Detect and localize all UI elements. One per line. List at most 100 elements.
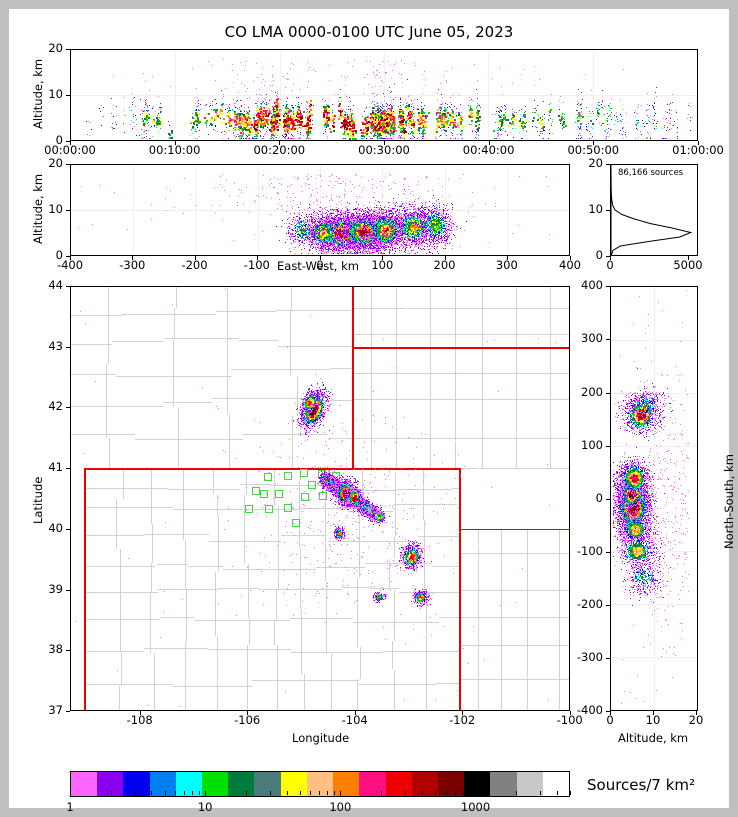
colorbar-minor-tick: [175, 791, 176, 795]
north-south-ylabel: North-South, km: [718, 454, 737, 549]
source-count-annotation: 86,166 sources: [618, 168, 683, 178]
tick-label: 5000: [648, 258, 728, 272]
tick-label: 0: [547, 491, 603, 505]
time-height-panel: [70, 49, 698, 141]
tick-mark: [606, 393, 610, 394]
colorbar-minor-tick: [334, 791, 335, 795]
map-ylabel: Latitude: [27, 477, 46, 524]
tick-mark: [66, 590, 70, 591]
tick-mark: [382, 256, 383, 260]
map-xlabel: Longitude: [292, 731, 349, 745]
state-border-colorado-east-lower: [459, 529, 461, 710]
tick-label: 0: [570, 258, 650, 272]
state-border-south-dakota: [352, 347, 569, 349]
tick-label: 00:00:00: [30, 143, 110, 157]
tick-label: 00:20:00: [239, 143, 319, 157]
lma-station-marker: [245, 505, 253, 513]
colorbar-segment: [123, 772, 149, 796]
tick-mark: [140, 711, 141, 715]
tick-mark: [606, 286, 610, 287]
colorbar-minor-tick: [300, 791, 301, 795]
tick-mark: [66, 164, 70, 165]
tick-mark: [66, 407, 70, 408]
tick-mark: [653, 711, 654, 715]
north-south-xlabel: Altitude, km: [618, 731, 688, 745]
colorbar-segment: [281, 772, 307, 796]
colorbar-minor-tick: [462, 791, 463, 795]
colorbar-minor-tick: [310, 791, 311, 795]
tick-mark: [507, 256, 508, 260]
tick-mark: [257, 256, 258, 260]
colorbar-minor-tick: [111, 791, 112, 795]
colorbar-segment: [254, 772, 280, 796]
tick-mark: [132, 256, 133, 260]
tick-label: 00:10:00: [135, 143, 215, 157]
tick-mark: [606, 605, 610, 606]
colorbar-minor-tick: [270, 791, 271, 795]
colorbar-minor-tick: [246, 791, 247, 795]
colorbar-minor-tick: [516, 791, 517, 795]
colorbar-minor-tick: [184, 791, 185, 795]
map-panel: [70, 286, 570, 711]
tick-mark: [606, 339, 610, 340]
colorbar-minor-tick: [422, 791, 423, 795]
colorbar-minor-tick: [405, 791, 406, 795]
tick-label: 39: [7, 582, 63, 596]
tick-label: -104: [315, 713, 395, 727]
tick-mark: [606, 658, 610, 659]
tick-label: 10: [7, 87, 63, 101]
tick-mark: [606, 164, 610, 165]
tick-mark: [606, 552, 610, 553]
tick-label: 20: [7, 156, 63, 170]
colorbar-minor-tick: [135, 791, 136, 795]
tick-label: -200: [547, 597, 603, 611]
state-border-colorado-east-upper: [459, 468, 461, 528]
colorbar-minor-tick: [455, 791, 456, 795]
tick-mark: [320, 256, 321, 260]
colorbar-segment: [71, 772, 97, 796]
tick-mark: [66, 210, 70, 211]
tick-mark: [610, 256, 611, 260]
tick-label: 20: [547, 156, 603, 170]
tick-label: 400: [547, 278, 603, 292]
north-south-panel: [610, 286, 698, 711]
colorbar-minor-tick: [319, 791, 320, 795]
lma-station-marker: [284, 472, 292, 480]
colorbar-tick-label: 1: [30, 800, 110, 814]
tick-mark: [688, 256, 689, 260]
tick-mark: [606, 499, 610, 500]
colorbar-minor-tick: [199, 791, 200, 795]
colorbar-minor-tick: [469, 791, 470, 795]
tick-label: 42: [7, 399, 63, 413]
colorbar-label: Sources/7 km²: [587, 776, 695, 794]
tick-label: 38: [7, 642, 63, 656]
tick-label: -106: [207, 713, 287, 727]
colorbar-major-tick: [205, 791, 206, 797]
tick-label: 10: [547, 202, 603, 216]
tick-label: 200: [547, 385, 603, 399]
tick-label: 100: [547, 438, 603, 452]
tick-mark: [175, 141, 176, 145]
tick-mark: [606, 446, 610, 447]
tick-label: 20: [656, 713, 736, 727]
colorbar-segment: [228, 772, 254, 796]
tick-label: -108: [100, 713, 180, 727]
state-border-colorado-north: [84, 468, 459, 470]
lma-station-marker: [300, 469, 308, 477]
tick-label: 00:50:00: [553, 143, 633, 157]
colorbar-major-tick: [476, 791, 477, 797]
state-border-colorado-west: [84, 468, 86, 710]
tick-mark: [195, 256, 196, 260]
tick-mark: [462, 711, 463, 715]
colorbar-minor-tick: [446, 791, 447, 795]
tick-mark: [384, 141, 385, 145]
colorbar-segment: [438, 772, 464, 796]
colorbar-segment: [386, 772, 412, 796]
east-west-panel: [70, 164, 570, 256]
tick-label: 10: [7, 202, 63, 216]
colorbar-minor-tick: [151, 791, 152, 795]
colorbar-minor-tick: [557, 791, 558, 795]
lma-station-marker: [275, 490, 283, 498]
colorbar-minor-tick: [165, 791, 166, 795]
tick-label: 43: [7, 339, 63, 353]
